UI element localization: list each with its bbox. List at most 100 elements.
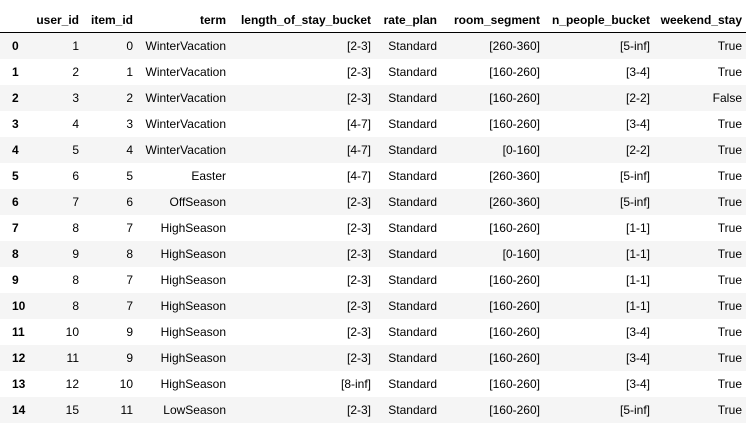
- cell-length-of-stay-bucket: [2-3]: [346, 351, 371, 365]
- column-header-n-people-bucket: n_people_bucket: [544, 7, 654, 33]
- cell-weekend-stay: True: [717, 65, 742, 79]
- cell-weekend-stay: True: [717, 273, 742, 287]
- cell-user-id: 8: [72, 299, 79, 313]
- cell-term: LowSeason: [163, 403, 226, 417]
- cell-item-id: 7: [126, 221, 133, 235]
- row-index: 4: [12, 143, 19, 157]
- table-row: 1 2 1 WinterVacation [2-3] Standard [160-260] […: [0, 59, 746, 85]
- column-header-rate-plan: rate_plan: [375, 7, 441, 33]
- cell-room-segment: [0-160]: [502, 143, 540, 157]
- cell-length-of-stay-bucket: [2-3]: [346, 273, 371, 287]
- cell-weekend-stay: True: [717, 221, 742, 235]
- cell-item-id: 10: [119, 377, 133, 391]
- cell-room-segment: [160-260]: [489, 299, 540, 313]
- row-index: 5: [12, 169, 19, 183]
- row-index: 13: [12, 377, 26, 391]
- cell-term: HighSeason: [160, 273, 226, 287]
- table-body: 0 1 0 WinterVacation [2-3] Standard [260-360][…: [0, 32, 746, 423]
- cell-room-segment: [260-360]: [489, 169, 540, 183]
- cell-rate-plan: Standard: [388, 247, 437, 261]
- cell-weekend-stay: True: [717, 325, 742, 339]
- row-index: 8: [12, 247, 19, 261]
- cell-user-id: 11: [66, 351, 79, 365]
- cell-term: Easter: [191, 169, 226, 183]
- cell-weekend-stay: True: [717, 195, 742, 209]
- cell-room-segment: [160-260]: [489, 65, 540, 79]
- column-header-user-id: user_id: [30, 7, 83, 33]
- cell-user-id: 7: [72, 195, 79, 209]
- cell-length-of-stay-bucket: [2-3]: [346, 403, 371, 417]
- cell-room-segment: [160-260]: [489, 221, 540, 235]
- cell-item-id: 9: [126, 351, 133, 365]
- cell-room-segment: [160-260]: [489, 403, 540, 417]
- column-header-item-id: item_id: [83, 7, 137, 33]
- cell-weekend-stay: False: [712, 91, 742, 105]
- table-row: 6 7 6 OffSeason [2-3] Standard [260-360] [5-inf…: [0, 189, 746, 215]
- cell-length-of-stay-bucket: [2-3]: [346, 39, 371, 53]
- table-row: 4 5 4 WinterVacation [4-7] Standard [0-160] [2-…: [0, 137, 746, 163]
- cell-item-id: 6: [126, 195, 133, 209]
- cell-room-segment: [260-360]: [489, 195, 540, 209]
- cell-n-people-bucket: [3-4]: [625, 117, 650, 131]
- cell-rate-plan: Standard: [388, 273, 437, 287]
- cell-rate-plan: Standard: [388, 221, 437, 235]
- table-row: 2 3 2 WinterVacation [2-3] Standard [160-260] […: [0, 85, 746, 111]
- cell-rate-plan: Standard: [388, 169, 437, 183]
- cell-item-id: 1: [126, 65, 133, 79]
- cell-n-people-bucket: [2-2]: [625, 91, 650, 105]
- cell-item-id: 0: [126, 39, 133, 53]
- cell-length-of-stay-bucket: [2-3]: [346, 299, 371, 313]
- cell-room-segment: [160-260]: [489, 117, 540, 131]
- index-header: [0, 7, 30, 33]
- cell-room-segment: [260-360]: [489, 39, 540, 53]
- cell-item-id: 7: [126, 299, 133, 313]
- table-row: 14 15 11 LowSeason [2-3] Standard [160-260] [5-…: [0, 397, 746, 423]
- cell-user-id: 12: [65, 377, 79, 391]
- cell-n-people-bucket: [1-1]: [625, 221, 650, 235]
- cell-length-of-stay-bucket: [2-3]: [346, 325, 371, 339]
- row-index: 14: [12, 403, 26, 417]
- cell-user-id: 2: [72, 65, 79, 79]
- cell-room-segment: [160-260]: [489, 351, 540, 365]
- row-index: 7: [12, 221, 19, 235]
- cell-room-segment: [160-260]: [489, 325, 540, 339]
- cell-weekend-stay: True: [717, 39, 742, 53]
- dataframe-table: user_id item_id term length_of_stay_buck…: [0, 7, 746, 423]
- cell-term: WinterVacation: [145, 39, 226, 53]
- cell-length-of-stay-bucket: [2-3]: [346, 195, 371, 209]
- cell-n-people-bucket: [5-inf]: [619, 39, 650, 53]
- cell-n-people-bucket: [3-4]: [625, 377, 650, 391]
- cell-user-id: 15: [65, 403, 79, 417]
- cell-weekend-stay: True: [717, 247, 742, 261]
- table-row: 7 8 7 HighSeason [2-3] Standard [160-260] [1-1]…: [0, 215, 746, 241]
- cell-length-of-stay-bucket: [2-3]: [346, 65, 371, 79]
- cell-user-id: 10: [65, 325, 79, 339]
- header-row: user_id item_id term length_of_stay_buck…: [0, 7, 746, 33]
- cell-user-id: 6: [72, 169, 79, 183]
- cell-n-people-bucket: [3-4]: [625, 65, 650, 79]
- cell-n-people-bucket: [1-1]: [625, 273, 650, 287]
- cell-room-segment: [0-160]: [502, 247, 540, 261]
- table-row: 9 8 7 HighSeason [2-3] Standard [160-260] [1-1]…: [0, 267, 746, 293]
- cell-term: WinterVacation: [145, 117, 226, 131]
- cell-weekend-stay: True: [717, 299, 742, 313]
- cell-n-people-bucket: [5-inf]: [619, 195, 650, 209]
- cell-term: OffSeason: [169, 195, 226, 209]
- row-index: 0: [12, 39, 19, 53]
- table-row: 10 8 7 HighSeason [2-3] Standard [160-260] [1-1…: [0, 293, 746, 319]
- cell-weekend-stay: True: [717, 169, 742, 183]
- cell-n-people-bucket: [5-inf]: [619, 403, 650, 417]
- cell-n-people-bucket: [3-4]: [625, 351, 650, 365]
- table-row: 8 9 8 HighSeason [2-3] Standard [0-160] [1-1] Tr…: [0, 241, 746, 267]
- cell-length-of-stay-bucket: [4-7]: [346, 169, 371, 183]
- cell-room-segment: [160-260]: [489, 273, 540, 287]
- row-index: 2: [12, 91, 19, 105]
- row-index: 11: [12, 325, 25, 339]
- cell-term: WinterVacation: [145, 91, 226, 105]
- cell-term: HighSeason: [160, 247, 226, 261]
- cell-n-people-bucket: [1-1]: [625, 247, 650, 261]
- row-index: 9: [12, 273, 19, 287]
- cell-rate-plan: Standard: [388, 377, 437, 391]
- table-row: 11 10 9 HighSeason [2-3] Standard [160-260] [3-…: [0, 319, 746, 345]
